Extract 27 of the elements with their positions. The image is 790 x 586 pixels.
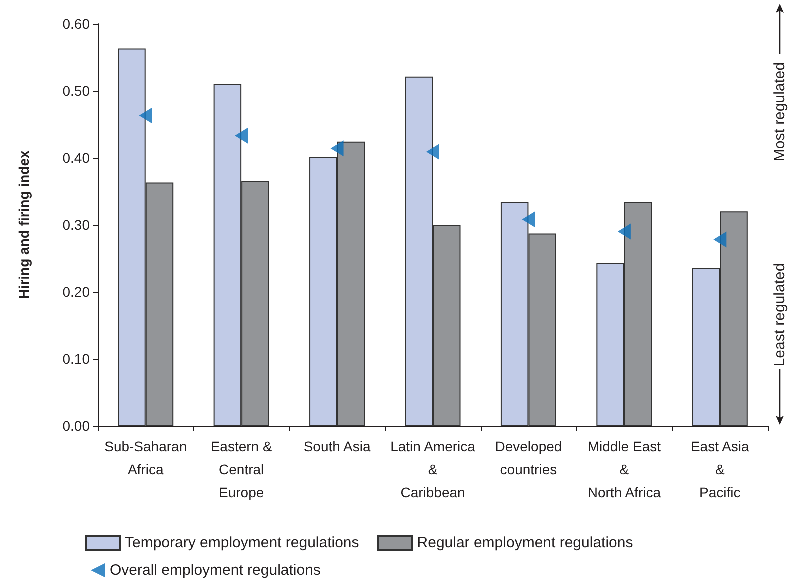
y-tick-label: 0.60 [62, 16, 90, 32]
y-axis-title: Hiring and firing index [16, 150, 32, 300]
point [139, 108, 152, 124]
point [618, 224, 631, 240]
y-tick-label: 0.40 [62, 150, 90, 166]
y-tick-label: 0.50 [62, 83, 90, 99]
x-tick-label: Sub-Saharan Africa [104, 438, 188, 478]
x-tick-label: Middle East & North Africa [588, 438, 662, 500]
x-tick-label: Developed countries [495, 438, 562, 478]
point [426, 144, 440, 160]
text: Least regulated [772, 263, 788, 367]
legend-label: Temporary employment regulations [125, 534, 360, 552]
legend-label: Regular employment regulations [417, 534, 634, 552]
y-tick-label: 0.20 [62, 284, 90, 300]
x-tick-label: Latin America & Caribbean [390, 438, 476, 500]
legend-label: Overall employment regulations [110, 562, 321, 579]
point [235, 128, 248, 144]
y-tick-label: 0.00 [62, 418, 90, 434]
point [522, 212, 536, 228]
text: Most regulated [772, 62, 788, 162]
y-tick-label: 0.10 [62, 351, 90, 367]
x-tick-label: Eastern & Central Europe [210, 438, 273, 500]
y-tick-label: 0.30 [62, 217, 90, 233]
point [330, 140, 344, 157]
x-tick-label: South Asia [304, 438, 371, 454]
point [714, 232, 727, 248]
x-tick-label: East Asia & Pacific [690, 438, 750, 500]
